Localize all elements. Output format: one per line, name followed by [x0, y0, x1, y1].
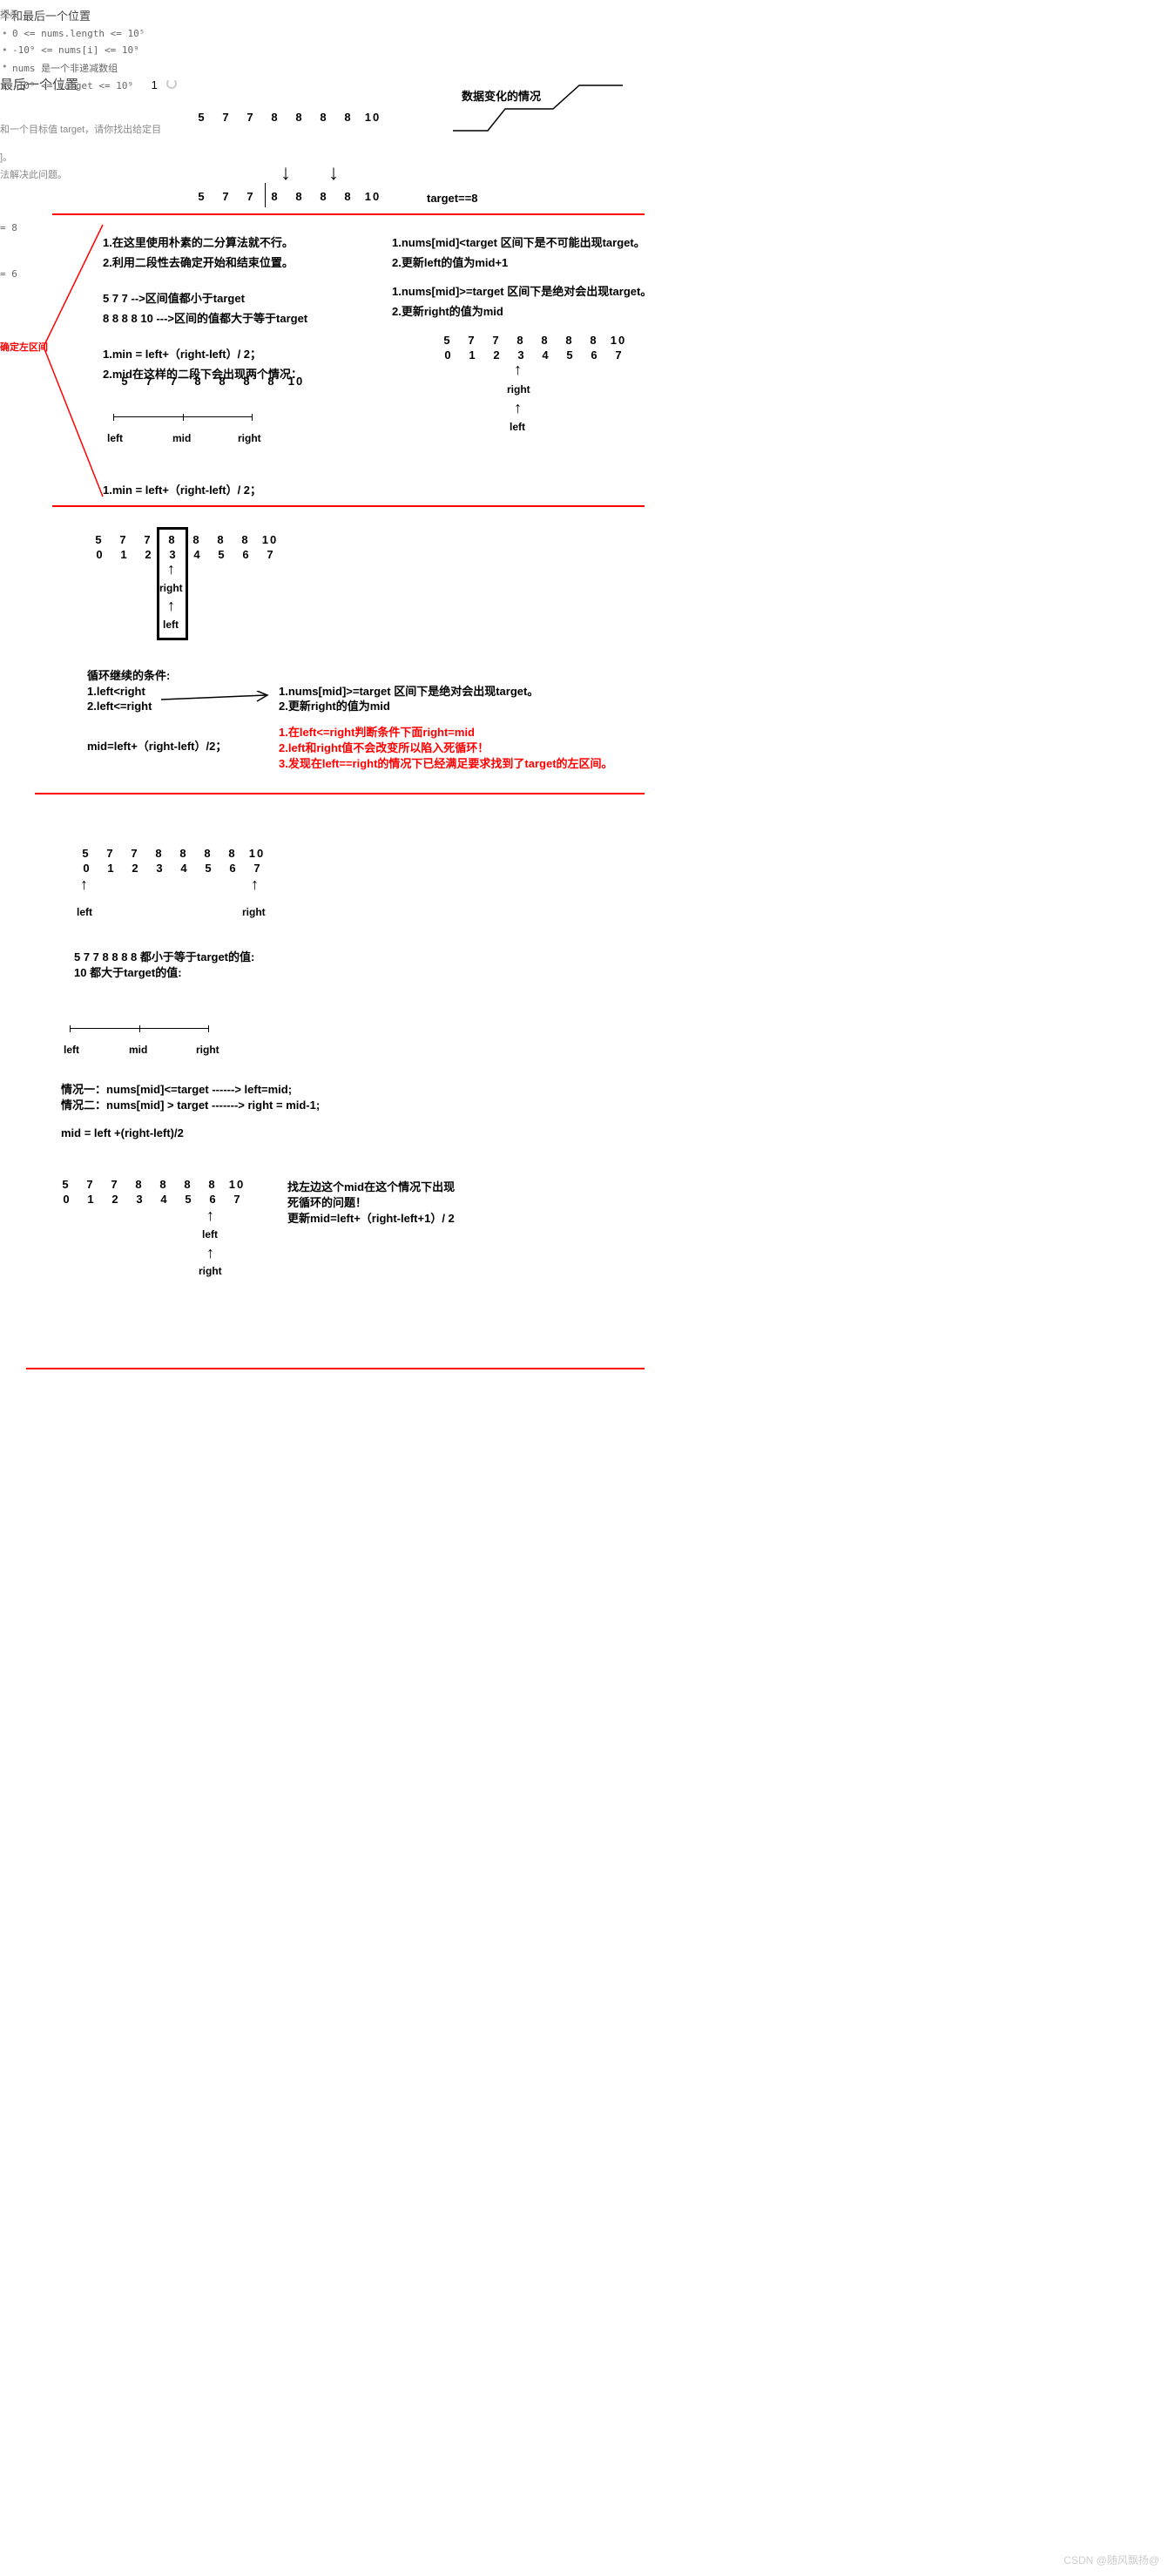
arrow-up-icon: ↑ [167, 597, 175, 615]
number-line-2 [70, 1028, 209, 1029]
hint-item: -10⁹ <= nums[i] <= 10⁹ [12, 44, 145, 56]
s1-l4: 8 8 8 8 10 --->区间的值都大于等于target [103, 309, 307, 326]
arrow-down-icon: ↓ [280, 161, 291, 186]
red-divider [35, 793, 645, 794]
s3-r2: 死循环的问题！ [287, 1193, 367, 1210]
watermark: CSDN @随风飘扬@ [1063, 2552, 1159, 2567]
s3-mid: mid = left +(right-left)/2 [61, 1126, 184, 1139]
s1-r1: 1.nums[mid]<target 区间下是不可能出现target。 [392, 233, 652, 250]
ptr-left: left [163, 619, 179, 631]
s2-red3: 3.发现在left==right的情况下已经满足要求找到了target的左区间。 [279, 754, 613, 771]
ptr-mid: mid [172, 432, 191, 444]
red-divider [52, 213, 645, 215]
loop-conditions: 循环继续的条件: 1.left<right 2.left<=right [87, 666, 170, 713]
arrow-up-icon: ↑ [167, 560, 175, 578]
s2-red2: 2.left和right值不会改变所以陷入死循环！ [279, 739, 489, 755]
ptr-left: left [107, 432, 123, 444]
example-1: = 8 [0, 222, 17, 233]
problem-desc-fragment: 和一个目标值 target，请你找出给定目 [0, 122, 161, 136]
number-line [113, 416, 253, 417]
ptr-right: right [159, 582, 183, 594]
hints-title: 提示： [0, 7, 145, 21]
ptr-right: right [507, 383, 530, 396]
s1-r3: 1.nums[mid]>=target 区间下是绝对会出现target。 [392, 282, 652, 299]
array-display-2: 577888810 [190, 190, 385, 203]
s1-right-col: 1.nums[mid]<target 区间下是不可能出现target。 2.更新… [392, 233, 652, 319]
arrow-up-icon: ↑ [80, 876, 88, 894]
arrow-up-icon: ↑ [514, 361, 522, 379]
s3-line2: 10 都大于target的值: [74, 963, 182, 980]
hints-block: 提示： 0 <= nums.length <= 10⁵ -10⁹ <= nums… [0, 7, 145, 97]
s3-case1: 情况一：nums[mid]<=target ------> left=mid; [61, 1080, 292, 1097]
s1-left-col: 1.在这里使用朴素的二分算法就不行。 2.利用二段性去确定开始和结束位置。 5 … [103, 233, 307, 382]
array-with-indices-3: 577888810 01234567 [74, 847, 269, 875]
ptr-right: right [196, 1044, 219, 1056]
s2-r2: 2.更新right的值为mid [279, 697, 390, 713]
array-with-indices-4: 577888810 01234567 [54, 1178, 249, 1206]
arrow-up-icon: ↑ [206, 1244, 214, 1262]
loop-2: 2.left<=right [87, 700, 170, 713]
s1-l7: 1.min = left+（right-left）/ 2； [103, 481, 261, 497]
arrow-right-icon [161, 691, 274, 708]
array-display-3: 577888810 [113, 375, 308, 388]
problem-frag-2: ]。 [0, 150, 12, 164]
array-with-indices-1: 577888810 01234567 [435, 334, 631, 362]
s3-r3: 更新mid=left+（right-left+1）/ 2 [287, 1209, 455, 1226]
arrow-down-icon: ↓ [328, 161, 339, 186]
arrow-up-icon: ↑ [514, 399, 522, 417]
example-2: = 6 [0, 268, 17, 280]
s3-case2: 情况二：nums[mid] > target -------> right = … [61, 1096, 320, 1112]
ptr-mid: mid [129, 1044, 147, 1056]
s1-l3: 5 7 7 -->区间值都小于target [103, 289, 307, 306]
ptr-left: left [510, 421, 525, 433]
s1-l1: 1.在这里使用朴素的二分算法就不行。 [103, 233, 307, 250]
s1-r4: 2.更新right的值为mid [392, 302, 652, 319]
s3-r1: 找左边这个mid在这个情况下出现 [287, 1178, 455, 1194]
hint-item: -10⁹ <= target <= 10⁹ [12, 80, 145, 91]
s2-mid: mid=left+（right-left）/2； [87, 737, 226, 754]
loop-title: 循环继续的条件: [87, 666, 170, 683]
ptr-right: right [238, 432, 261, 444]
red-divider [52, 505, 645, 507]
arrow-up-icon: ↑ [206, 1207, 214, 1225]
stair-line-icon [453, 83, 627, 135]
ptr-left: left [64, 1044, 79, 1056]
red-divider [26, 1368, 645, 1369]
s1-l2: 2.利用二段性去确定开始和结束位置。 [103, 254, 307, 270]
target-label: target==8 [427, 192, 478, 205]
hint-item: nums 是一个非递减数组 [12, 61, 145, 75]
problem-frag-3: 法解决此问题。 [0, 167, 67, 181]
array-display-1: 577888810 [190, 111, 385, 124]
ptr-left: left [77, 906, 92, 918]
tab-indicator: 1 [152, 78, 158, 91]
s1-r2: 2.更新left的值为mid+1 [392, 254, 652, 270]
s3-line1: 5 7 7 8 8 8 8 都小于等于target的值: [74, 948, 254, 964]
divider-vertical [265, 183, 266, 207]
loading-icon [166, 78, 177, 89]
loop-1: 1.left<right [87, 685, 170, 698]
s1-l5: 1.min = left+（right-left）/ 2； [103, 345, 307, 362]
arrow-up-icon: ↑ [251, 876, 259, 894]
left-interval-label: 确定左区间 [0, 340, 48, 354]
ptr-right: right [199, 1265, 222, 1277]
ptr-left: left [202, 1228, 218, 1241]
s2-red1: 1.在left<=right判断条件下面right=mid [279, 723, 475, 740]
ptr-right: right [242, 906, 266, 918]
hint-item: 0 <= nums.length <= 10⁵ [12, 28, 145, 39]
